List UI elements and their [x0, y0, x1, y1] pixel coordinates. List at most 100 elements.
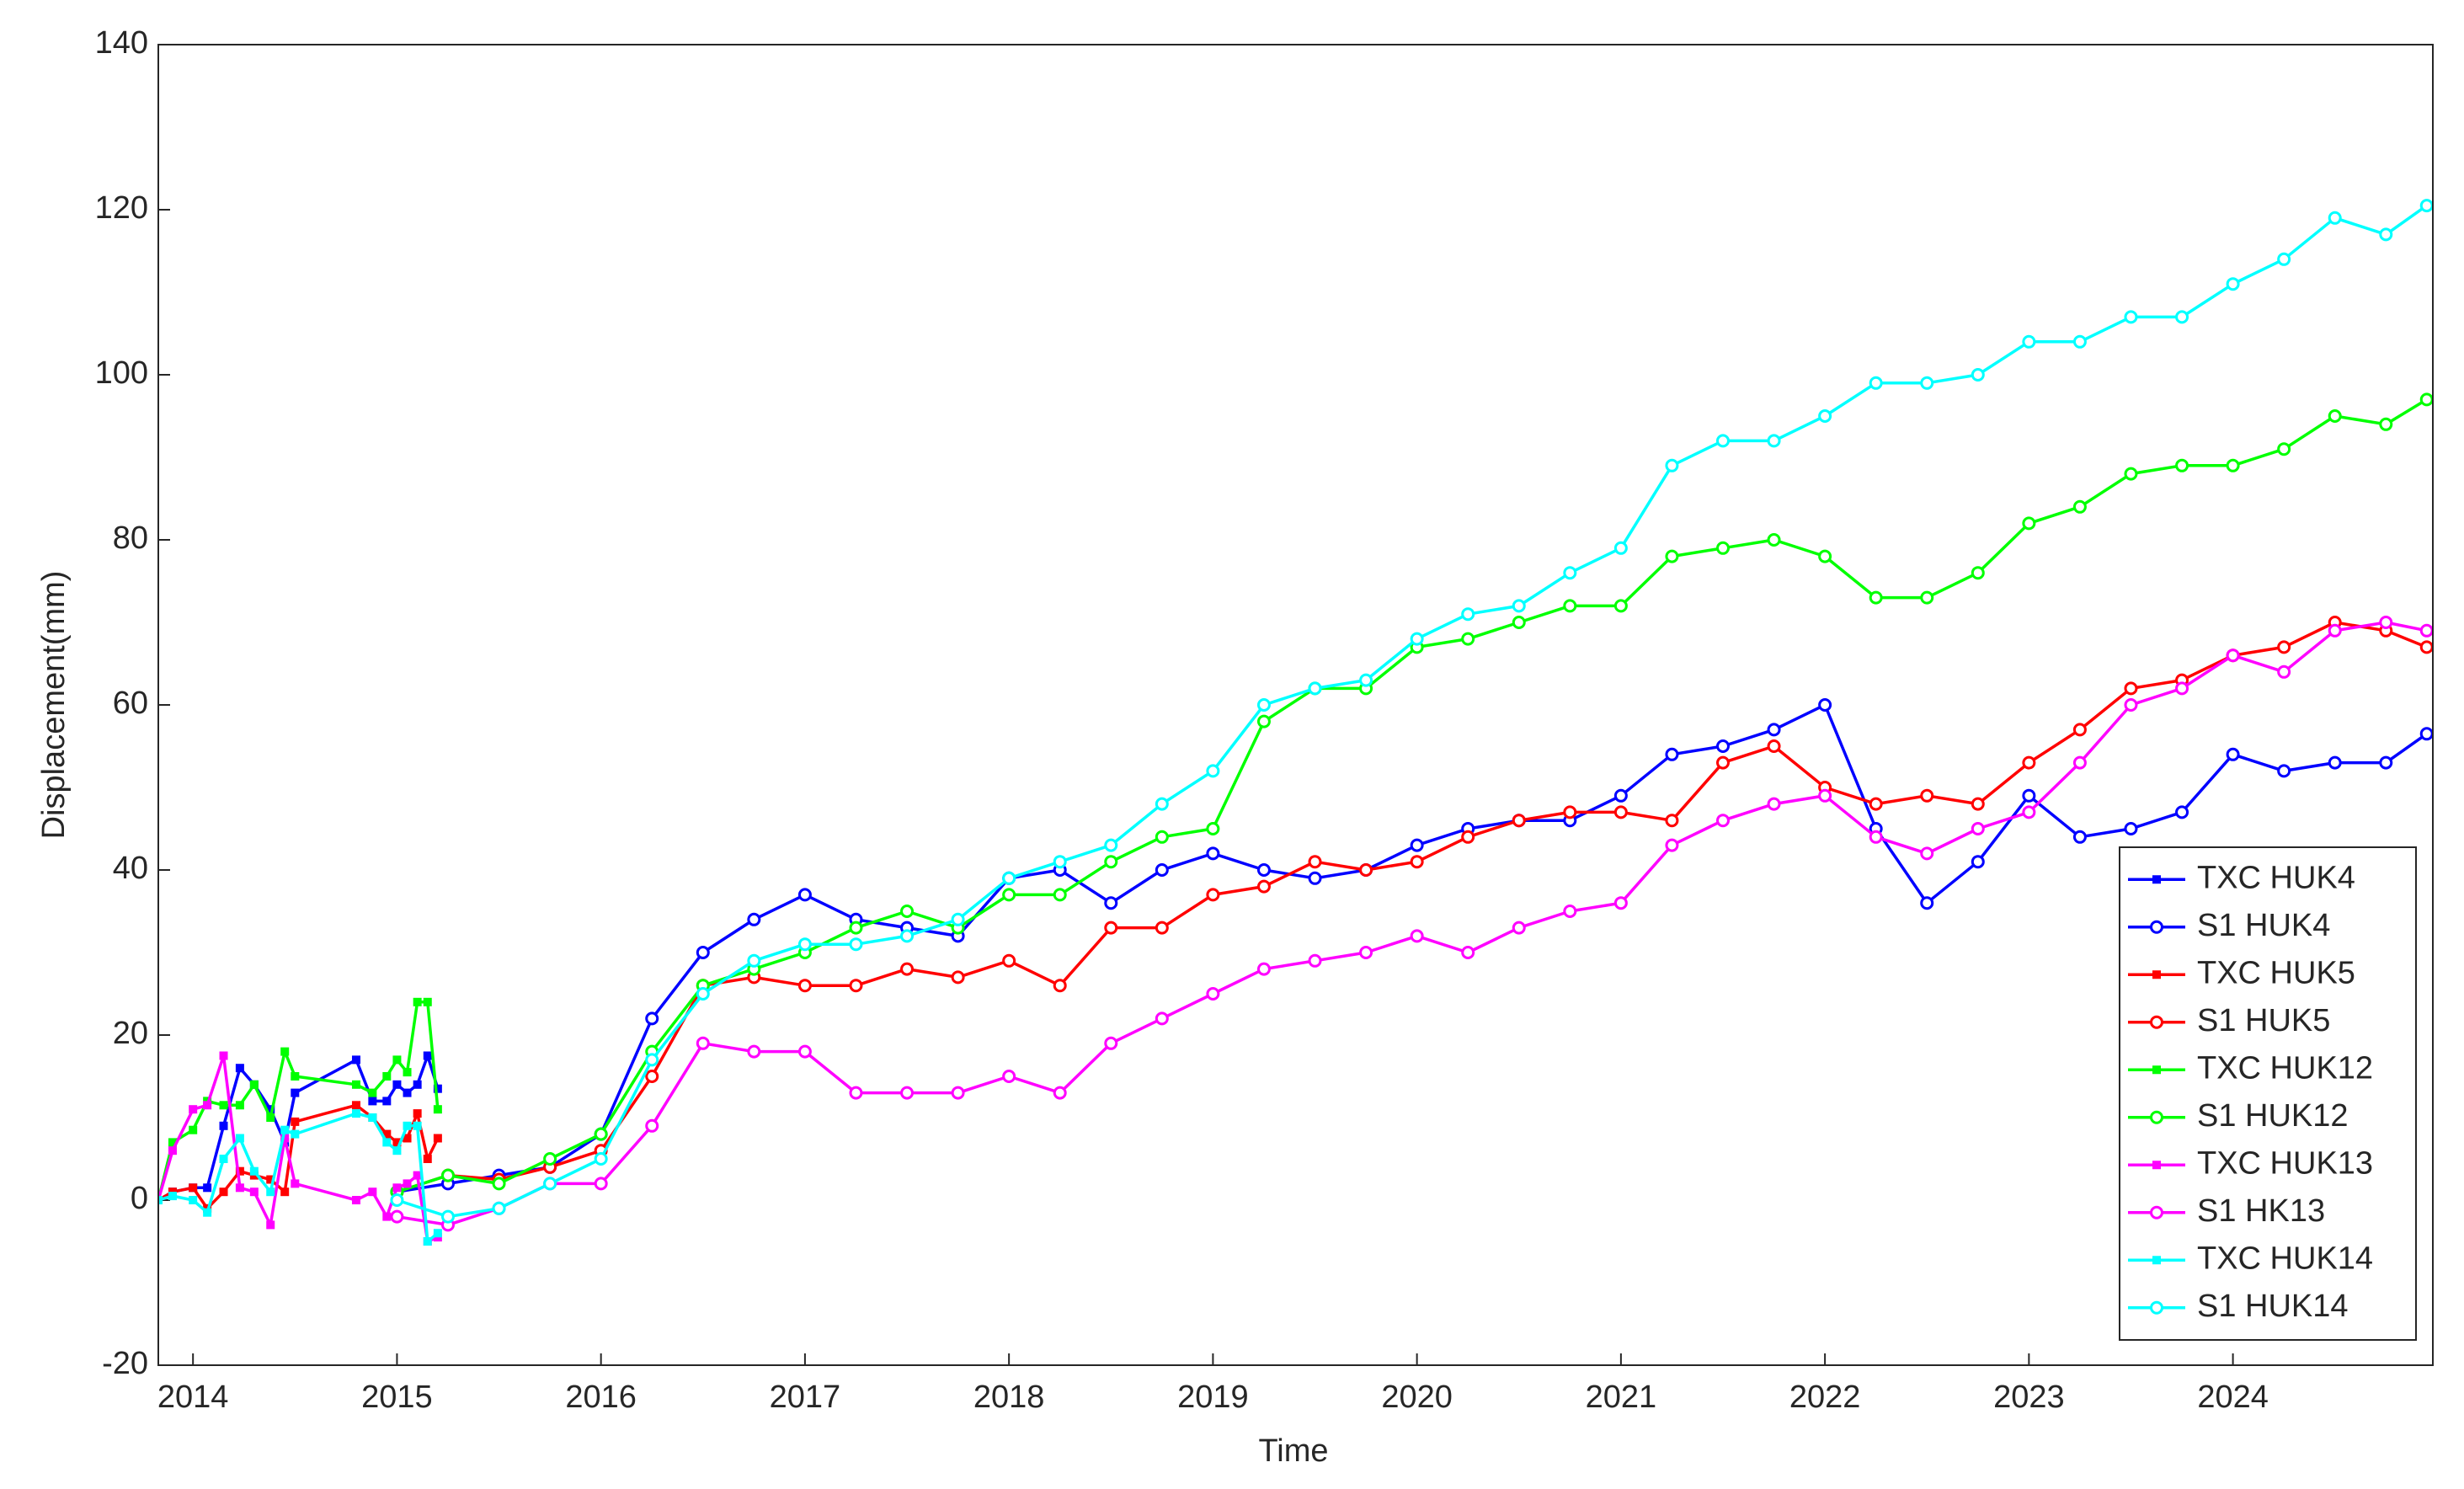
- marker: [390, 1209, 404, 1224]
- marker: [2072, 499, 2087, 514]
- marker: [1920, 590, 1934, 605]
- x-tick-label: 2017: [770, 1380, 841, 1415]
- marker: [1818, 409, 1832, 423]
- marker: [1613, 788, 1628, 803]
- y-tick-label: 20: [113, 1016, 148, 1051]
- marker: [1104, 921, 1118, 935]
- plot-frame: [157, 44, 2434, 1366]
- marker: [492, 1177, 506, 1191]
- legend-label: S1 HUK14: [2197, 1289, 2349, 1324]
- marker: [1461, 632, 1475, 646]
- marker: [1971, 566, 1985, 580]
- marker: [492, 1201, 506, 1215]
- x-axis-label: Time: [1258, 1433, 1328, 1469]
- marker: [1308, 855, 1322, 869]
- x-tick-label: 2020: [1381, 1380, 1453, 1415]
- marker: [1563, 599, 1577, 613]
- marker: [747, 953, 761, 968]
- marker: [594, 1127, 608, 1141]
- marker: [1053, 979, 1067, 993]
- marker: [266, 1175, 275, 1184]
- marker: [1818, 698, 1832, 712]
- marker: [291, 1088, 300, 1097]
- marker: [1206, 987, 1220, 1001]
- marker: [1971, 368, 1985, 382]
- marker: [413, 1121, 422, 1130]
- marker: [1818, 788, 1832, 803]
- marker: [219, 1121, 228, 1130]
- marker: [392, 1138, 402, 1147]
- marker: [1920, 896, 1934, 910]
- marker: [1002, 871, 1016, 885]
- marker: [168, 1146, 177, 1155]
- legend-label: TXC HUK12: [2197, 1050, 2373, 1086]
- legend-marker: [2152, 970, 2161, 979]
- y-tick-label: 140: [95, 25, 148, 61]
- marker: [280, 1134, 290, 1143]
- marker: [2419, 199, 2433, 213]
- marker: [645, 1011, 659, 1026]
- marker: [168, 1138, 177, 1147]
- marker: [1308, 681, 1322, 696]
- y-tick-label: 40: [113, 851, 148, 886]
- marker: [203, 1101, 212, 1110]
- marker: [1002, 953, 1016, 968]
- marker: [382, 1097, 392, 1106]
- marker: [1971, 822, 1985, 835]
- y-tick-label: 100: [95, 355, 148, 391]
- legend-box: [2119, 846, 2417, 1341]
- marker: [413, 1080, 422, 1089]
- marker: [2124, 467, 2138, 481]
- marker: [1206, 888, 1220, 902]
- marker: [403, 1179, 412, 1188]
- marker: [1155, 863, 1169, 877]
- marker: [1767, 533, 1781, 547]
- x-tick-label: 2018: [973, 1380, 1045, 1415]
- marker: [1410, 929, 1424, 943]
- y-axis-label: Displacement(mm): [36, 571, 72, 840]
- marker: [2379, 227, 2393, 242]
- marker: [2277, 442, 2291, 456]
- marker: [392, 1055, 402, 1065]
- marker: [1104, 896, 1118, 910]
- marker: [849, 1086, 863, 1100]
- marker: [219, 1155, 228, 1163]
- marker: [440, 1209, 455, 1224]
- marker: [1665, 458, 1679, 472]
- marker: [1206, 822, 1220, 835]
- marker: [2419, 640, 2433, 654]
- marker: [1155, 1011, 1169, 1026]
- marker: [351, 1196, 360, 1204]
- marker: [351, 1109, 360, 1118]
- marker: [1512, 616, 1526, 629]
- marker: [1869, 590, 1883, 605]
- legend-marker: [2152, 875, 2161, 884]
- marker: [1155, 797, 1169, 811]
- marker: [392, 1080, 402, 1089]
- marker: [2124, 822, 2138, 835]
- marker: [1512, 921, 1526, 935]
- legend-marker: [2150, 920, 2163, 934]
- marker: [1920, 846, 1934, 861]
- marker: [1461, 607, 1475, 622]
- marker: [2379, 755, 2393, 770]
- y-tick-label: -20: [102, 1346, 148, 1381]
- y-tick-label: 120: [95, 190, 148, 226]
- legend-label: TXC HUK13: [2197, 1145, 2373, 1181]
- marker: [351, 1080, 360, 1089]
- marker: [291, 1117, 300, 1126]
- legend-label: S1 HUK5: [2197, 1003, 2330, 1038]
- marker: [158, 1196, 163, 1204]
- marker: [235, 1183, 244, 1193]
- marker: [390, 1193, 404, 1207]
- x-tick-label: 2023: [1993, 1380, 2065, 1415]
- legend-label: S1 HUK4: [2197, 908, 2330, 943]
- marker: [235, 1101, 244, 1110]
- marker: [2379, 417, 2393, 431]
- marker: [189, 1183, 198, 1193]
- marker: [797, 937, 812, 952]
- marker: [382, 1212, 392, 1221]
- marker: [433, 1134, 442, 1143]
- marker: [423, 1051, 432, 1060]
- marker: [1053, 1086, 1067, 1100]
